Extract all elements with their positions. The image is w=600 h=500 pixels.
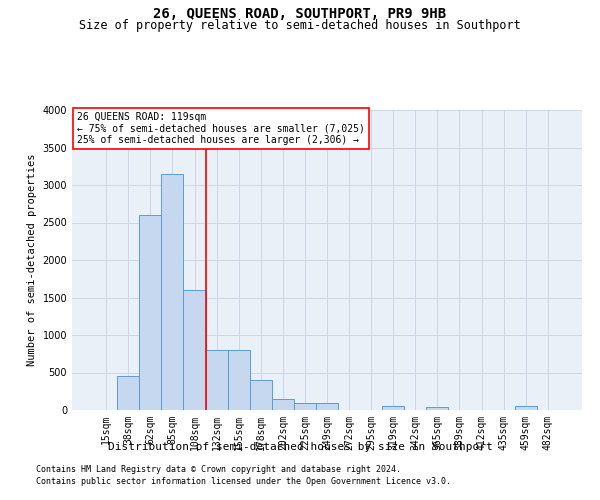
Text: Contains public sector information licensed under the Open Government Licence v3: Contains public sector information licen… <box>36 476 451 486</box>
Y-axis label: Number of semi-detached properties: Number of semi-detached properties <box>27 154 37 366</box>
Bar <box>139 215 161 410</box>
Bar <box>161 174 184 410</box>
Bar <box>227 350 250 410</box>
Bar <box>515 406 537 410</box>
Text: 26 QUEENS ROAD: 119sqm
← 75% of semi-detached houses are smaller (7,025)
25% of : 26 QUEENS ROAD: 119sqm ← 75% of semi-det… <box>77 112 365 144</box>
Text: Size of property relative to semi-detached houses in Southport: Size of property relative to semi-detach… <box>79 19 521 32</box>
Bar <box>382 406 404 410</box>
Bar <box>294 403 316 410</box>
Bar <box>184 290 206 410</box>
Bar <box>427 406 448 410</box>
Bar <box>206 350 227 410</box>
Text: Contains HM Land Registry data © Crown copyright and database right 2024.: Contains HM Land Registry data © Crown c… <box>36 466 401 474</box>
Bar <box>117 376 139 410</box>
Bar <box>250 380 272 410</box>
Bar <box>316 403 338 410</box>
Bar <box>272 399 294 410</box>
Text: Distribution of semi-detached houses by size in Southport: Distribution of semi-detached houses by … <box>107 442 493 452</box>
Text: 26, QUEENS ROAD, SOUTHPORT, PR9 9HB: 26, QUEENS ROAD, SOUTHPORT, PR9 9HB <box>154 8 446 22</box>
